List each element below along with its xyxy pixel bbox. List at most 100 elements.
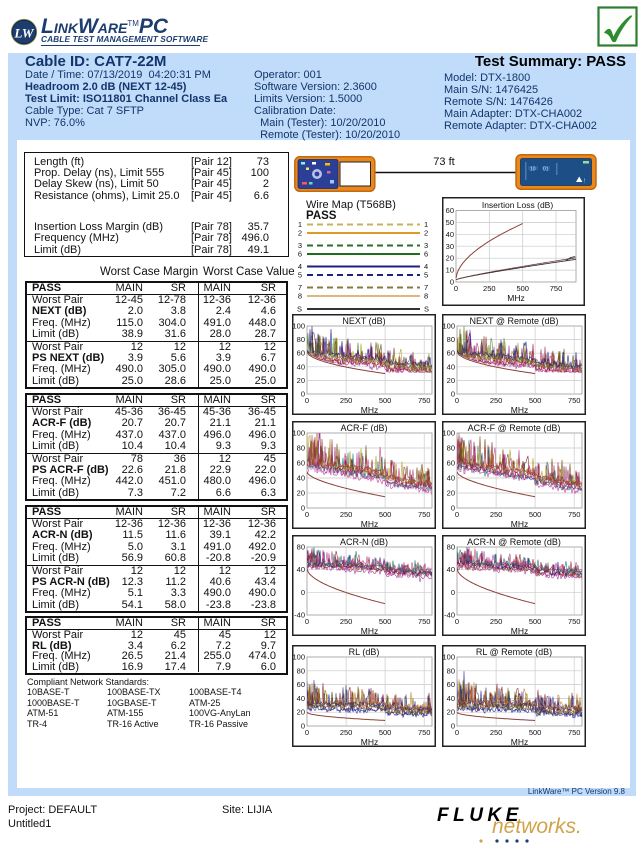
svg-text:MHz: MHz bbox=[507, 293, 524, 303]
svg-text:60: 60 bbox=[297, 680, 305, 689]
svg-text:250: 250 bbox=[490, 510, 503, 519]
svg-text:100: 100 bbox=[442, 653, 455, 662]
svg-text:0: 0 bbox=[454, 284, 458, 293]
svg-text:NEXT @ Remote (dB): NEXT @ Remote (dB) bbox=[470, 316, 559, 326]
svg-text:80: 80 bbox=[447, 335, 455, 344]
svg-text:250: 250 bbox=[490, 396, 503, 405]
svg-text:0: 0 bbox=[301, 722, 305, 731]
svg-text:250: 250 bbox=[490, 617, 503, 626]
svg-text:40: 40 bbox=[297, 565, 305, 574]
svg-text:4: 4 bbox=[298, 262, 302, 271]
svg-text:250: 250 bbox=[340, 728, 353, 737]
svg-text:750: 750 bbox=[568, 510, 581, 519]
svg-text:ACR-F (dB): ACR-F (dB) bbox=[341, 423, 388, 433]
svg-text:40: 40 bbox=[297, 474, 305, 483]
svg-text:0: 0 bbox=[301, 504, 305, 513]
svg-text:80: 80 bbox=[297, 444, 305, 453]
svg-text:10: 10 bbox=[530, 167, 536, 173]
svg-text:40: 40 bbox=[447, 362, 455, 371]
svg-text:!: ! bbox=[584, 179, 585, 185]
svg-text:0: 0 bbox=[305, 396, 309, 405]
svg-text:500: 500 bbox=[529, 728, 542, 737]
svg-text:60: 60 bbox=[297, 349, 305, 358]
svg-text:80: 80 bbox=[297, 666, 305, 675]
svg-text:-40: -40 bbox=[444, 611, 455, 620]
svg-text:MHz: MHz bbox=[511, 405, 528, 415]
svg-text:MHz: MHz bbox=[511, 519, 528, 529]
svg-text:7: 7 bbox=[298, 283, 302, 292]
svg-text:40: 40 bbox=[447, 474, 455, 483]
svg-text:500: 500 bbox=[529, 396, 542, 405]
svg-text:0: 0 bbox=[450, 278, 454, 287]
svg-text:500: 500 bbox=[379, 617, 392, 626]
svg-text:1: 1 bbox=[424, 220, 428, 229]
svg-text:60: 60 bbox=[446, 206, 454, 215]
svg-text:80: 80 bbox=[297, 335, 305, 344]
svg-text:0: 0 bbox=[455, 396, 459, 405]
svg-text:RL (dB): RL (dB) bbox=[349, 647, 380, 657]
svg-text:Insertion Loss (dB): Insertion Loss (dB) bbox=[482, 200, 554, 210]
svg-text:500: 500 bbox=[379, 396, 392, 405]
svg-text:0: 0 bbox=[451, 504, 455, 513]
svg-text:8: 8 bbox=[424, 292, 428, 301]
svg-text:1: 1 bbox=[298, 220, 302, 229]
svg-text:500: 500 bbox=[516, 284, 529, 293]
svg-text:20: 20 bbox=[297, 708, 305, 717]
svg-text:0: 0 bbox=[301, 390, 305, 399]
svg-text:20: 20 bbox=[446, 254, 454, 263]
svg-text:MHz: MHz bbox=[361, 519, 378, 529]
svg-text:20: 20 bbox=[447, 708, 455, 717]
svg-text:80: 80 bbox=[447, 444, 455, 453]
svg-text:0: 0 bbox=[451, 722, 455, 731]
svg-text:7: 7 bbox=[424, 283, 428, 292]
svg-text:5: 5 bbox=[424, 271, 428, 280]
svg-text:6: 6 bbox=[298, 250, 302, 259]
svg-text:750: 750 bbox=[418, 728, 431, 737]
svg-text:20: 20 bbox=[297, 376, 305, 385]
svg-text:5: 5 bbox=[298, 271, 302, 280]
svg-text:250: 250 bbox=[490, 728, 503, 737]
svg-text:10: 10 bbox=[446, 266, 454, 275]
svg-text:2: 2 bbox=[298, 229, 302, 238]
svg-text:100: 100 bbox=[292, 429, 305, 438]
svg-text:250: 250 bbox=[340, 617, 353, 626]
svg-text:S: S bbox=[297, 305, 302, 314]
svg-text:S: S bbox=[424, 305, 429, 314]
svg-text:3: 3 bbox=[298, 241, 302, 250]
svg-text:750: 750 bbox=[568, 396, 581, 405]
svg-text:500: 500 bbox=[529, 617, 542, 626]
svg-text:MHz: MHz bbox=[511, 737, 528, 747]
svg-text:MHz: MHz bbox=[361, 405, 378, 415]
svg-text:50: 50 bbox=[446, 218, 454, 227]
svg-text:250: 250 bbox=[340, 510, 353, 519]
svg-text:-40: -40 bbox=[294, 611, 305, 620]
svg-text:0: 0 bbox=[305, 617, 309, 626]
svg-text:40: 40 bbox=[446, 230, 454, 239]
svg-text:60: 60 bbox=[297, 459, 305, 468]
svg-text:6: 6 bbox=[424, 250, 428, 259]
svg-text:0: 0 bbox=[305, 510, 309, 519]
svg-text:20: 20 bbox=[297, 489, 305, 498]
svg-text:750: 750 bbox=[568, 617, 581, 626]
svg-text:20: 20 bbox=[447, 489, 455, 498]
svg-text:500: 500 bbox=[379, 510, 392, 519]
svg-text:ACR-N @ Remote (dB): ACR-N @ Remote (dB) bbox=[467, 537, 561, 547]
svg-text:01: 01 bbox=[543, 167, 549, 173]
svg-text:3: 3 bbox=[424, 241, 428, 250]
svg-text:80: 80 bbox=[447, 666, 455, 675]
svg-text:2: 2 bbox=[424, 229, 428, 238]
svg-text:750: 750 bbox=[418, 617, 431, 626]
svg-text:20: 20 bbox=[447, 376, 455, 385]
svg-text:NEXT (dB): NEXT (dB) bbox=[342, 316, 385, 326]
svg-text:LW: LW bbox=[13, 25, 35, 40]
svg-text:250: 250 bbox=[483, 284, 496, 293]
svg-text:750: 750 bbox=[568, 728, 581, 737]
svg-text:100: 100 bbox=[292, 653, 305, 662]
svg-text:250: 250 bbox=[340, 396, 353, 405]
svg-text:100: 100 bbox=[442, 429, 455, 438]
svg-text:30: 30 bbox=[446, 242, 454, 251]
svg-text:80: 80 bbox=[297, 543, 305, 552]
svg-text:MHz: MHz bbox=[511, 626, 528, 636]
svg-text:40: 40 bbox=[297, 694, 305, 703]
svg-text:500: 500 bbox=[529, 510, 542, 519]
